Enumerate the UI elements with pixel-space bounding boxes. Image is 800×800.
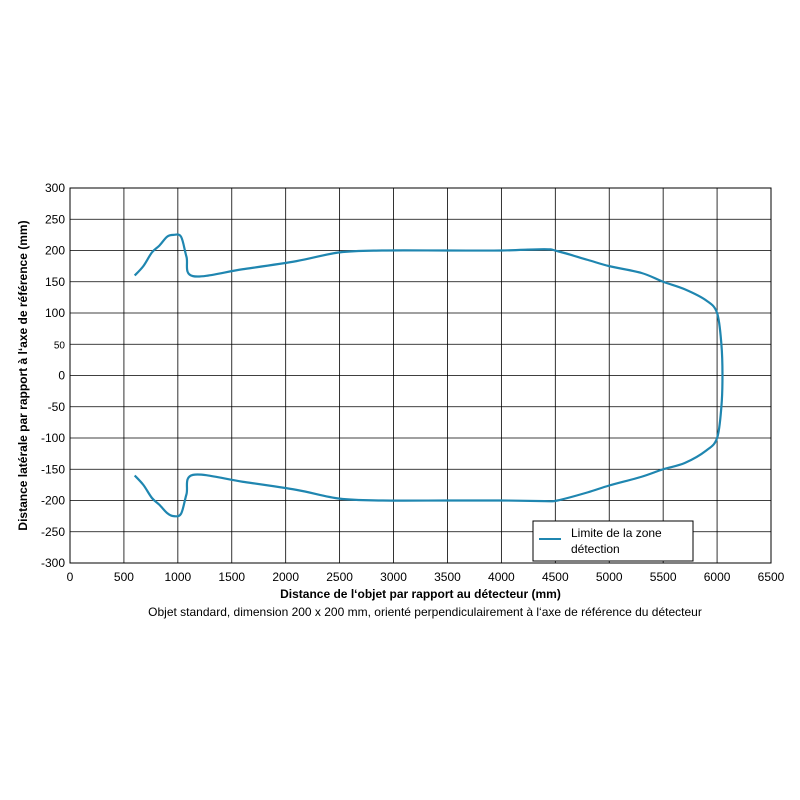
y-tick-label: 250 (45, 212, 65, 226)
legend-label-line-1: Limite de la zone (571, 526, 662, 540)
y-tick-label: -50 (48, 400, 66, 414)
x-tick-label: 5500 (650, 570, 677, 584)
y-tick-label: -250 (41, 525, 65, 539)
y-tick-label: 50 (54, 340, 66, 351)
plot-frame (69, 187, 772, 564)
legend: Limite de la zone détection (532, 520, 694, 562)
legend-box (532, 520, 694, 562)
y-tick-label: 100 (45, 306, 65, 320)
y-tick-label: -200 (41, 494, 65, 508)
x-tick-label: 0 (67, 570, 74, 584)
y-axis-label: Distance latérale par rapport à l‘axe de… (16, 220, 30, 530)
legend-label-line-2: détection (571, 542, 620, 556)
x-tick-label: 2000 (272, 570, 299, 584)
y-tick-label: 300 (45, 181, 65, 195)
x-tick-label: 6500 (758, 570, 785, 584)
x-tick-label: 4500 (542, 570, 569, 584)
x-tick-label: 3500 (434, 570, 461, 584)
x-tick-label: 4000 (488, 570, 515, 584)
x-tick-labels: 0 500 1000 1500 2000 2500 3000 3500 4000 4500 5000… (67, 570, 785, 584)
grid (69, 187, 772, 564)
x-tick-label: 2500 (326, 570, 353, 584)
x-tick-label: 1500 (218, 570, 245, 584)
x-tick-label: 5000 (596, 570, 623, 584)
y-tick-label: -100 (41, 431, 65, 445)
series-layer (133, 233, 724, 518)
y-tick-label: -150 (41, 462, 65, 476)
y-tick-label: 200 (45, 244, 65, 258)
series-line (133, 233, 724, 518)
y-tick-label: -300 (41, 556, 65, 570)
y-tick-labels: 300 250 200 150 100 50 0 -50 -100 -150 -200 -250 -30… (41, 181, 65, 570)
y-tick-label: 150 (45, 275, 65, 289)
chart-caption: Objet standard, dimension 200 x 200 mm, … (148, 605, 702, 619)
x-tick-label: 500 (114, 570, 134, 584)
x-tick-label: 1000 (164, 570, 191, 584)
y-tick-label: 0 (58, 369, 65, 383)
x-axis-label: Distance de l‘objet par rapport au détec… (280, 587, 561, 601)
x-tick-label: 6000 (704, 570, 731, 584)
x-tick-label: 3000 (380, 570, 407, 584)
